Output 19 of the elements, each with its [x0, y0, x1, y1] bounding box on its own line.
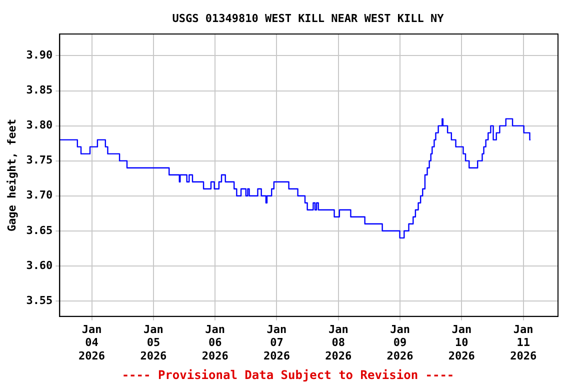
x-tick-label: Jan 06 2026 [202, 322, 229, 362]
x-tick-label: Jan 05 2026 [140, 322, 168, 362]
y-tick-label: 3.85 [26, 84, 53, 97]
x-tick-label: Jan 11 2026 [510, 322, 537, 362]
x-tick-label: Jan 09 2026 [386, 322, 414, 362]
y-tick-label: 3.60 [26, 258, 53, 272]
y-axis-title: Gage height, feet [5, 118, 18, 232]
y-tick-label: 3.80 [26, 118, 53, 132]
x-tick-label: Jan 08 2026 [325, 322, 352, 362]
y-tick-label: 3.65 [26, 224, 53, 237]
y-tick-label: 3.55 [26, 294, 53, 307]
x-tick-label: Jan 04 2026 [78, 322, 106, 362]
x-tick-label: Jan 07 2026 [263, 322, 290, 362]
y-tick-label: 3.75 [26, 154, 53, 167]
y-tick-label: 3.70 [26, 188, 53, 202]
y-tick-label: 3.90 [26, 48, 53, 62]
text: ---- Provisional Data Subject to Revision ---- [120, 368, 456, 382]
chart-title: USGS 01349810 WEST KILL NEAR WEST KILL NY [171, 12, 445, 25]
x-tick-label: Jan 10 2026 [448, 322, 476, 362]
